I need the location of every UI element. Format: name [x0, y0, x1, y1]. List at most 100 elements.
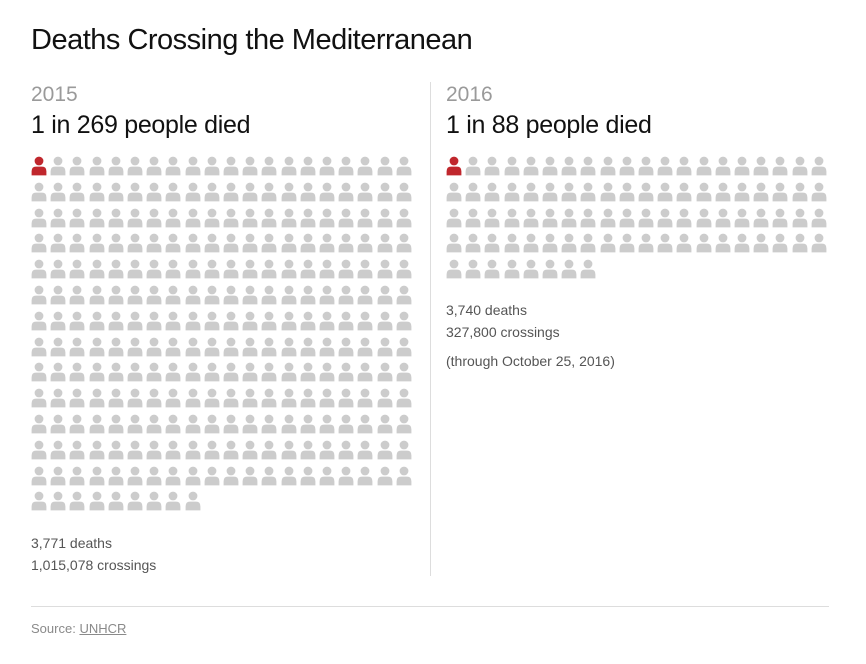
person-icon [792, 233, 808, 253]
person-icon [108, 156, 124, 176]
person-icon [185, 440, 201, 460]
person-icon [223, 362, 239, 382]
person-icon [396, 259, 412, 279]
person-icon [734, 233, 750, 253]
person-icon [734, 208, 750, 228]
person-icon [242, 311, 258, 331]
person-icon [696, 156, 712, 176]
person-icon [504, 208, 520, 228]
person-icon [281, 362, 297, 382]
person-icon [396, 440, 412, 460]
source-line: Source: UNHCR [31, 621, 126, 636]
person-icon [204, 208, 220, 228]
person-icon [638, 233, 654, 253]
person-icon [446, 208, 462, 228]
source-label: Source: [31, 621, 76, 636]
person-icon [300, 466, 316, 486]
person-icon [281, 337, 297, 357]
person-icon [108, 414, 124, 434]
person-icon [108, 208, 124, 228]
person-icon [127, 311, 143, 331]
person-icon [811, 182, 827, 202]
person-icon [185, 311, 201, 331]
person-icon [89, 156, 105, 176]
person-icon [396, 466, 412, 486]
person-icon [281, 414, 297, 434]
chart-title: Deaths Crossing the Mediterranean [31, 24, 473, 56]
person-icon [715, 233, 731, 253]
person-icon [223, 156, 239, 176]
person-icon [396, 182, 412, 202]
person-icon [108, 233, 124, 253]
person-icon [357, 285, 373, 305]
person-icon [127, 491, 143, 511]
person-icon [396, 311, 412, 331]
person-icon [281, 388, 297, 408]
panel-year: 2016 [446, 83, 493, 106]
person-icon [811, 156, 827, 176]
person-icon [146, 285, 162, 305]
person-icon [300, 233, 316, 253]
person-icon [600, 233, 616, 253]
person-icon [69, 233, 85, 253]
person-icon [357, 466, 373, 486]
person-icon [319, 466, 335, 486]
person-icon [523, 182, 539, 202]
person-icon [772, 182, 788, 202]
person-icon [50, 285, 66, 305]
person-icon [69, 491, 85, 511]
person-icon [31, 311, 47, 331]
person-icon [561, 156, 577, 176]
person-icon [281, 285, 297, 305]
person-icon [561, 233, 577, 253]
person-icon [523, 156, 539, 176]
person-icon [165, 233, 181, 253]
person-icon [338, 414, 354, 434]
person-icon [638, 182, 654, 202]
person-icon [165, 208, 181, 228]
person-icon [127, 156, 143, 176]
person-icon [811, 233, 827, 253]
person-icon [281, 311, 297, 331]
person-icon [50, 156, 66, 176]
person-icon [89, 414, 105, 434]
person-icon [31, 337, 47, 357]
person-icon [31, 208, 47, 228]
person-icon [185, 208, 201, 228]
source-link[interactable]: UNHCR [79, 621, 127, 636]
person-icon [715, 182, 731, 202]
person-icon [223, 337, 239, 357]
person-icon [242, 182, 258, 202]
person-icon [242, 388, 258, 408]
crossings-count: 1,015,078 crossings [31, 557, 157, 573]
person-icon [377, 208, 393, 228]
person-icon [146, 388, 162, 408]
person-icon [146, 337, 162, 357]
person-icon [89, 491, 105, 511]
person-icon [31, 285, 47, 305]
person-icon [261, 440, 277, 460]
person-icon [753, 208, 769, 228]
person-icon [204, 259, 220, 279]
person-icon [242, 466, 258, 486]
person-icon [338, 285, 354, 305]
person-icon [127, 182, 143, 202]
person-icon [300, 362, 316, 382]
person-icon [465, 182, 481, 202]
person-icon [580, 156, 596, 176]
person-icon [223, 233, 239, 253]
person-died-icon [31, 156, 47, 176]
person-icon [127, 208, 143, 228]
person-icon [338, 337, 354, 357]
person-icon [580, 182, 596, 202]
person-icon [715, 208, 731, 228]
person-icon [377, 388, 393, 408]
person-icon [261, 414, 277, 434]
person-icon [319, 233, 335, 253]
person-icon [204, 285, 220, 305]
deaths-count: 3,740 deaths [446, 302, 527, 318]
person-icon [446, 259, 462, 279]
person-icon [281, 156, 297, 176]
person-icon [523, 233, 539, 253]
person-icon [300, 388, 316, 408]
